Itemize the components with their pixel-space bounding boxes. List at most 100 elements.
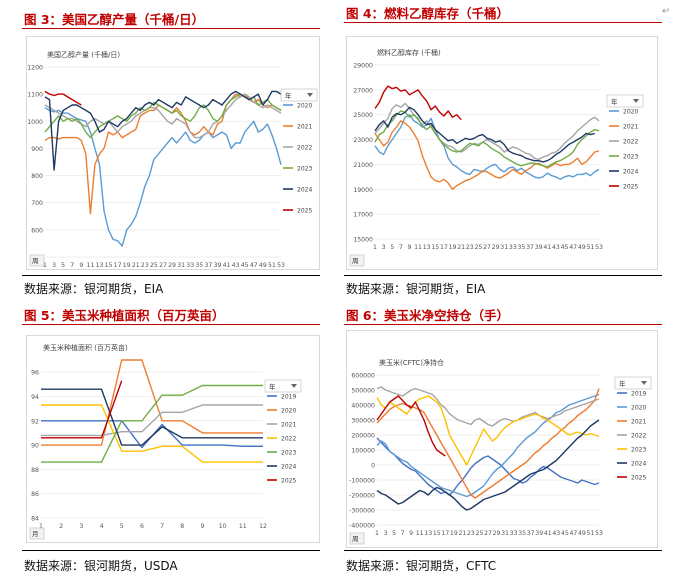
- y-tick-label: 23000: [353, 137, 373, 144]
- chart-5-source: 数据来源：银河期货，USDA: [24, 559, 178, 573]
- chart-inner-title: 美国乙醇产量 (千桶/日): [47, 50, 120, 59]
- filter-icon: [641, 381, 647, 385]
- x-tick-label: 21: [457, 244, 465, 251]
- x-tick-label: 39: [214, 262, 222, 269]
- x-tick-label: 5: [392, 530, 396, 537]
- legend-label: 2020: [281, 408, 296, 415]
- x-tick-label: 7: [70, 262, 74, 269]
- chart-inner-title: 美玉米(CFTC)净持仓: [379, 358, 444, 367]
- x-tick-label: 3: [79, 523, 83, 530]
- x-tick-label: 27: [159, 262, 167, 269]
- series-line-2022: [374, 102, 600, 161]
- x-tick-label: 11: [416, 530, 424, 537]
- legend-label: 2023: [631, 447, 646, 454]
- chart-6-source: 数据来源：银河期货，CFTC: [346, 559, 497, 573]
- y-tick-label: 84: [31, 516, 39, 523]
- y-tick-label: 96: [31, 370, 39, 377]
- legend-label: 2022: [281, 436, 296, 443]
- source-rule: [344, 275, 662, 276]
- x-tick-label: 37: [527, 530, 535, 537]
- x-tick-label: 47: [250, 262, 258, 269]
- x-tick-label: 7: [401, 530, 405, 537]
- x-tick-label: 27: [484, 530, 492, 537]
- x-tick-label: 19: [449, 244, 457, 251]
- legend-label: 2021: [631, 419, 646, 426]
- source-rule: [22, 275, 320, 276]
- legend-header-box: [606, 94, 644, 108]
- y-tick-label: 1100: [27, 92, 43, 99]
- x-tick-label: 15: [433, 530, 441, 537]
- x-tick-label: 41: [543, 244, 551, 251]
- x-tick-label: 31: [177, 262, 185, 269]
- legend-label: 2025: [281, 478, 296, 485]
- legend-label: 2023: [297, 166, 312, 173]
- x-tick-label: 35: [518, 530, 526, 537]
- x-tick-label: 9: [409, 530, 413, 537]
- x-tick-label: 23: [141, 262, 149, 269]
- x-tick-label: 35: [518, 244, 526, 251]
- y-tick-label: -200000: [349, 493, 375, 500]
- y-tick-label: 1000: [27, 119, 43, 126]
- legend-label: 2021: [297, 124, 312, 131]
- series-line-2019: [376, 437, 600, 496]
- y-tick-label: 27000: [353, 87, 373, 94]
- legend-label: 2019: [281, 394, 296, 401]
- x-tick-label: 45: [241, 262, 249, 269]
- legend-header: 年: [611, 97, 618, 106]
- series-line-2022: [376, 386, 600, 427]
- legend-header: 年: [619, 379, 626, 388]
- field-button: [349, 254, 365, 267]
- x-tick-label: 33: [510, 530, 518, 537]
- x-tick-label: 53: [277, 262, 285, 269]
- legend-label: 2025: [631, 475, 646, 482]
- series-line-2021: [41, 404, 263, 437]
- legend-label: 2021: [623, 124, 638, 131]
- x-tick-label: 49: [578, 530, 586, 537]
- legend-label: 2022: [623, 139, 638, 146]
- legend-header: 年: [285, 91, 292, 100]
- x-tick-label: 41: [223, 262, 231, 269]
- y-tick-label: 19000: [353, 187, 373, 194]
- legend-header-box: [264, 379, 302, 393]
- x-tick-label: 29: [492, 244, 500, 251]
- legend-label: 2022: [297, 145, 312, 152]
- title-rule: [344, 324, 662, 325]
- chart-panel: 燃料乙醇库存 (千桶) 15000 17000 19000 21000 23000 2500…: [346, 36, 658, 270]
- chart-inner-title: 美玉米种植面积 (百万英亩): [43, 343, 128, 352]
- x-tick-label: 25: [476, 530, 484, 537]
- x-tick-label: 49: [578, 244, 586, 251]
- y-tick-label: -400000: [349, 523, 375, 530]
- x-tick-label: 45: [561, 530, 569, 537]
- source-rule: [22, 550, 320, 551]
- x-tick-label: 51: [587, 530, 595, 537]
- x-tick-label: 33: [509, 244, 517, 251]
- y-tick-label: 600: [31, 227, 43, 234]
- series-line-2023: [41, 384, 263, 463]
- legend-label: 2024: [281, 464, 296, 471]
- x-tick-label: 49: [259, 262, 267, 269]
- legend-header-box: [280, 88, 318, 102]
- x-tick-label: 25: [474, 244, 482, 251]
- legend-label: 2021: [281, 422, 296, 429]
- y-tick-label: 17000: [353, 212, 373, 219]
- x-tick-label: 37: [204, 262, 212, 269]
- field-button-label: 周: [32, 257, 39, 265]
- x-tick-label: 47: [569, 530, 577, 537]
- x-tick-label: 1: [375, 530, 379, 537]
- series-line-2021: [374, 120, 600, 191]
- chart-panel: 美玉米(CFTC)净持仓 -400000 -300000 -200000 -100000…: [346, 330, 658, 548]
- series-line-2025: [41, 380, 123, 439]
- field-button: [29, 527, 45, 540]
- y-tick-label: -300000: [349, 508, 375, 515]
- field-button-label: 月: [32, 530, 39, 538]
- legend-label: 2024: [623, 169, 638, 176]
- y-tick-label: 100000: [351, 448, 375, 455]
- filter-icon: [307, 93, 313, 97]
- x-tick-label: 11: [86, 262, 94, 269]
- legend-label: 2020: [623, 109, 638, 116]
- x-tick-label: 10: [219, 523, 227, 530]
- y-tick-label: 400000: [351, 403, 375, 410]
- x-tick-label: 23: [466, 244, 474, 251]
- chart-6-title: 图 6：美玉米净空持仓（手）: [346, 308, 510, 323]
